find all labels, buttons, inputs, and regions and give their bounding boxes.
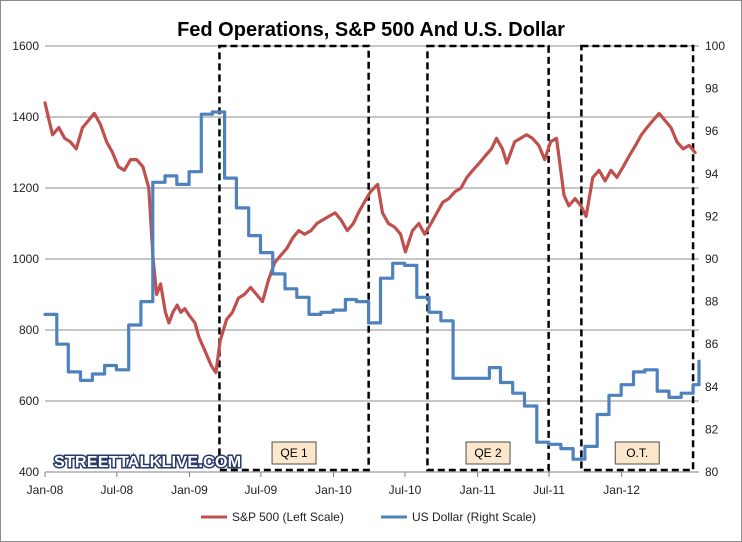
annotation-label-box [465,441,511,465]
right-tick-label: 100 [705,39,725,53]
annotation-label: O.T. [626,446,648,460]
annotation-box [218,44,370,472]
x-tick-label: Jan-12 [603,483,640,497]
right-tick-label: 82 [705,422,719,436]
x-tick-label: Jan-09 [171,483,208,497]
legend: S&P 500 (Left Scale) US Dollar (Right Sca… [201,510,536,524]
right-tick-label: 88 [705,295,719,309]
right-tick-label: 86 [705,337,719,351]
right-tick-label: 84 [705,380,719,394]
right-tick-label: 80 [705,465,719,479]
x-tick-label: Jul-11 [533,483,565,497]
watermark-text: STREETTALKLIVE.COM [54,454,241,471]
right-tick-label: 94 [705,167,719,181]
x-tick-label: Jan-10 [315,483,352,497]
annotation-label-box [614,441,660,465]
x-tick-label: Jan-11 [460,483,496,497]
legend-label: S&P 500 (Left Scale) [232,510,344,524]
left-tick-label: 1600 [12,39,39,53]
chart-title: Fed Operations, S&P 500 And U.S. Dollar [177,19,565,41]
right-tick-label: 90 [705,252,719,266]
right-tick-label: 92 [705,209,719,223]
gridlines [45,45,699,473]
right-tick-label: 98 [705,82,719,96]
legend-label: US Dollar (Right Scale) [412,510,536,524]
left-tick-label: 800 [19,323,39,337]
sp500-series-line [43,101,697,375]
left-tick-label: 600 [19,394,39,408]
usd-series-line [43,110,701,461]
left-tick-label: 1200 [12,181,39,195]
annotation-label-box [271,441,317,465]
x-tick-label: Jul-09 [245,483,278,497]
left-tick-label: 1400 [12,110,39,124]
annotation-box [580,44,695,472]
x-tick-label: Jul-10 [389,483,422,497]
annotation-box [426,44,550,472]
x-tick-label: Jan-08 [27,483,64,497]
annotation-boxes: QE 1 QE 2 O.T. [218,44,695,472]
series-lines [43,101,701,461]
right-tick-label: 96 [705,124,719,138]
right-axis-ticks: 80 82 84 86 88 90 92 94 96 98 100 [705,39,725,479]
annotation-label: QE 1 [280,446,308,460]
left-tick-label: 1000 [12,252,39,266]
x-axis-ticks: Jan-08 Jul-08 Jan-09 Jul-09 Jan-10 Jul-10 Jan-… [27,472,640,497]
x-tick-label: Jul-08 [100,483,133,497]
left-axis-ticks: 400 600 800 1000 1200 1400 1600 [12,39,39,479]
annotation-label: QE 2 [474,446,502,460]
left-tick-label: 400 [19,465,39,479]
